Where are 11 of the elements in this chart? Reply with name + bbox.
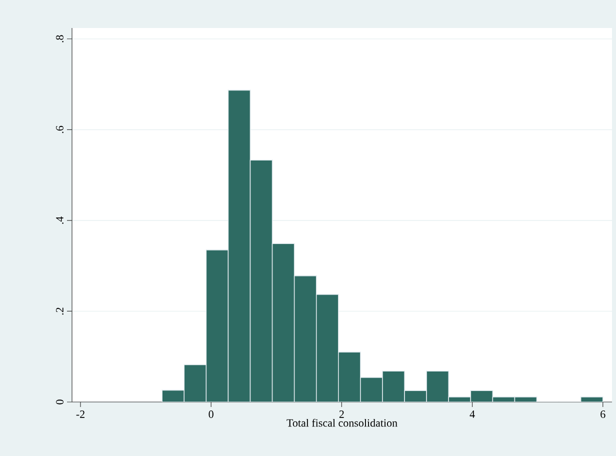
x-tick-label: 6 — [600, 410, 606, 418]
x-tick-label: 2 — [339, 410, 344, 418]
x-axis-title: Total fiscal consolidation — [286, 418, 398, 427]
x-tick-label: -2 — [76, 410, 84, 418]
y-tick-label: 0 — [56, 400, 64, 404]
x-tick-label: 4 — [470, 410, 475, 418]
y-tick-label: .6 — [56, 126, 64, 134]
y-tick-label: .8 — [56, 35, 64, 42]
y-tick-label: .2 — [56, 308, 64, 315]
y-tick-label: .4 — [56, 216, 64, 224]
x-tick-label: 0 — [208, 410, 214, 418]
